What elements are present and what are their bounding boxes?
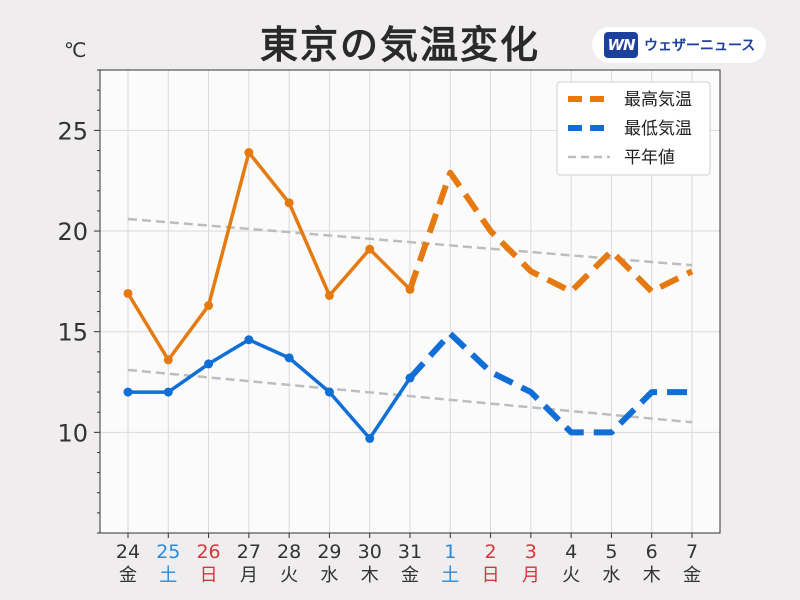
x-tick-weekday-label: 金 bbox=[683, 565, 701, 586]
series-normal-high-line bbox=[127, 217, 693, 267]
x-tick-day-label: 2 bbox=[485, 541, 497, 563]
weathernews-logo: WN ウェザーニュース bbox=[592, 27, 766, 63]
x-tick-day-label: 4 bbox=[565, 541, 577, 563]
series-low-observed-line bbox=[128, 337, 412, 441]
x-tick-weekday-label: 日 bbox=[200, 565, 218, 586]
x-tick-day-label: 24 bbox=[116, 541, 140, 563]
x-tick-day-label: 6 bbox=[646, 541, 658, 563]
series-high-point bbox=[204, 301, 214, 311]
x-tick-day-label: 28 bbox=[277, 541, 301, 563]
series-high-point bbox=[405, 284, 415, 294]
x-tick-day-label: 5 bbox=[605, 541, 617, 563]
legend-label: 最低気温 bbox=[624, 119, 692, 139]
series-low-forecast-line bbox=[407, 330, 692, 436]
series-high-observed-line bbox=[126, 150, 412, 362]
x-tick-weekday-label: 火 bbox=[562, 565, 580, 586]
x-tick-weekday-label: 木 bbox=[361, 565, 379, 586]
x-tick-day-label: 7 bbox=[686, 541, 698, 563]
x-tick-weekday-label: 土 bbox=[441, 565, 459, 586]
x-tick-day-label: 31 bbox=[398, 541, 422, 563]
series-low-point bbox=[204, 359, 214, 369]
x-tick-weekday-label: 火 bbox=[280, 565, 298, 586]
y-tick-label: 25 bbox=[57, 117, 88, 145]
series-high-point bbox=[365, 244, 375, 254]
x-tick-weekday-label: 水 bbox=[320, 565, 338, 586]
series-high-point bbox=[123, 288, 133, 298]
x-tick-weekday-label: 月 bbox=[240, 565, 258, 586]
series-high-point bbox=[163, 355, 173, 365]
series-high-forecast-line bbox=[407, 169, 694, 295]
series-low-point bbox=[244, 335, 254, 345]
x-tick-day-label: 29 bbox=[317, 541, 341, 563]
x-tick-weekday-label: 金 bbox=[401, 565, 419, 586]
series-low-point bbox=[284, 353, 294, 363]
series-low-point bbox=[123, 387, 133, 397]
x-tick-weekday-label: 木 bbox=[643, 565, 661, 586]
series-low-point bbox=[365, 433, 375, 443]
x-tick-day-label: 27 bbox=[237, 541, 261, 563]
legend-label: 最高気温 bbox=[624, 90, 692, 110]
x-tick-day-label: 30 bbox=[358, 541, 382, 563]
logo-text: ウェザーニュース bbox=[644, 38, 756, 54]
x-tick-weekday-label: 日 bbox=[482, 565, 500, 586]
series-normal-low-line bbox=[127, 368, 693, 424]
series-low-point bbox=[163, 387, 173, 397]
chart-title: 東京の気温変化 bbox=[259, 23, 540, 67]
series-high-point bbox=[244, 148, 254, 158]
legend-box bbox=[556, 81, 711, 176]
legend-label: 平年値 bbox=[624, 148, 675, 168]
series-high-point bbox=[324, 290, 334, 300]
logo-mark: WN bbox=[604, 32, 638, 58]
x-tick-weekday-label: 土 bbox=[159, 565, 177, 586]
x-tick-day-label: 26 bbox=[196, 541, 220, 563]
x-tick-day-label: 3 bbox=[525, 541, 537, 563]
y-tick-label: 20 bbox=[57, 218, 88, 246]
series-high-point bbox=[284, 198, 294, 208]
y-tick-label: 15 bbox=[57, 319, 88, 347]
x-tick-day-label: 1 bbox=[444, 541, 456, 563]
x-tick-weekday-label: 月 bbox=[522, 565, 540, 586]
x-tick-day-label: 25 bbox=[156, 541, 180, 563]
y-axis-unit: ℃ bbox=[64, 38, 87, 62]
x-tick-weekday-label: 水 bbox=[602, 565, 620, 586]
series-low-point bbox=[405, 373, 415, 383]
x-tick-weekday-label: 金 bbox=[119, 565, 137, 586]
series-low-point bbox=[324, 387, 334, 397]
y-tick-label: 10 bbox=[57, 419, 88, 447]
